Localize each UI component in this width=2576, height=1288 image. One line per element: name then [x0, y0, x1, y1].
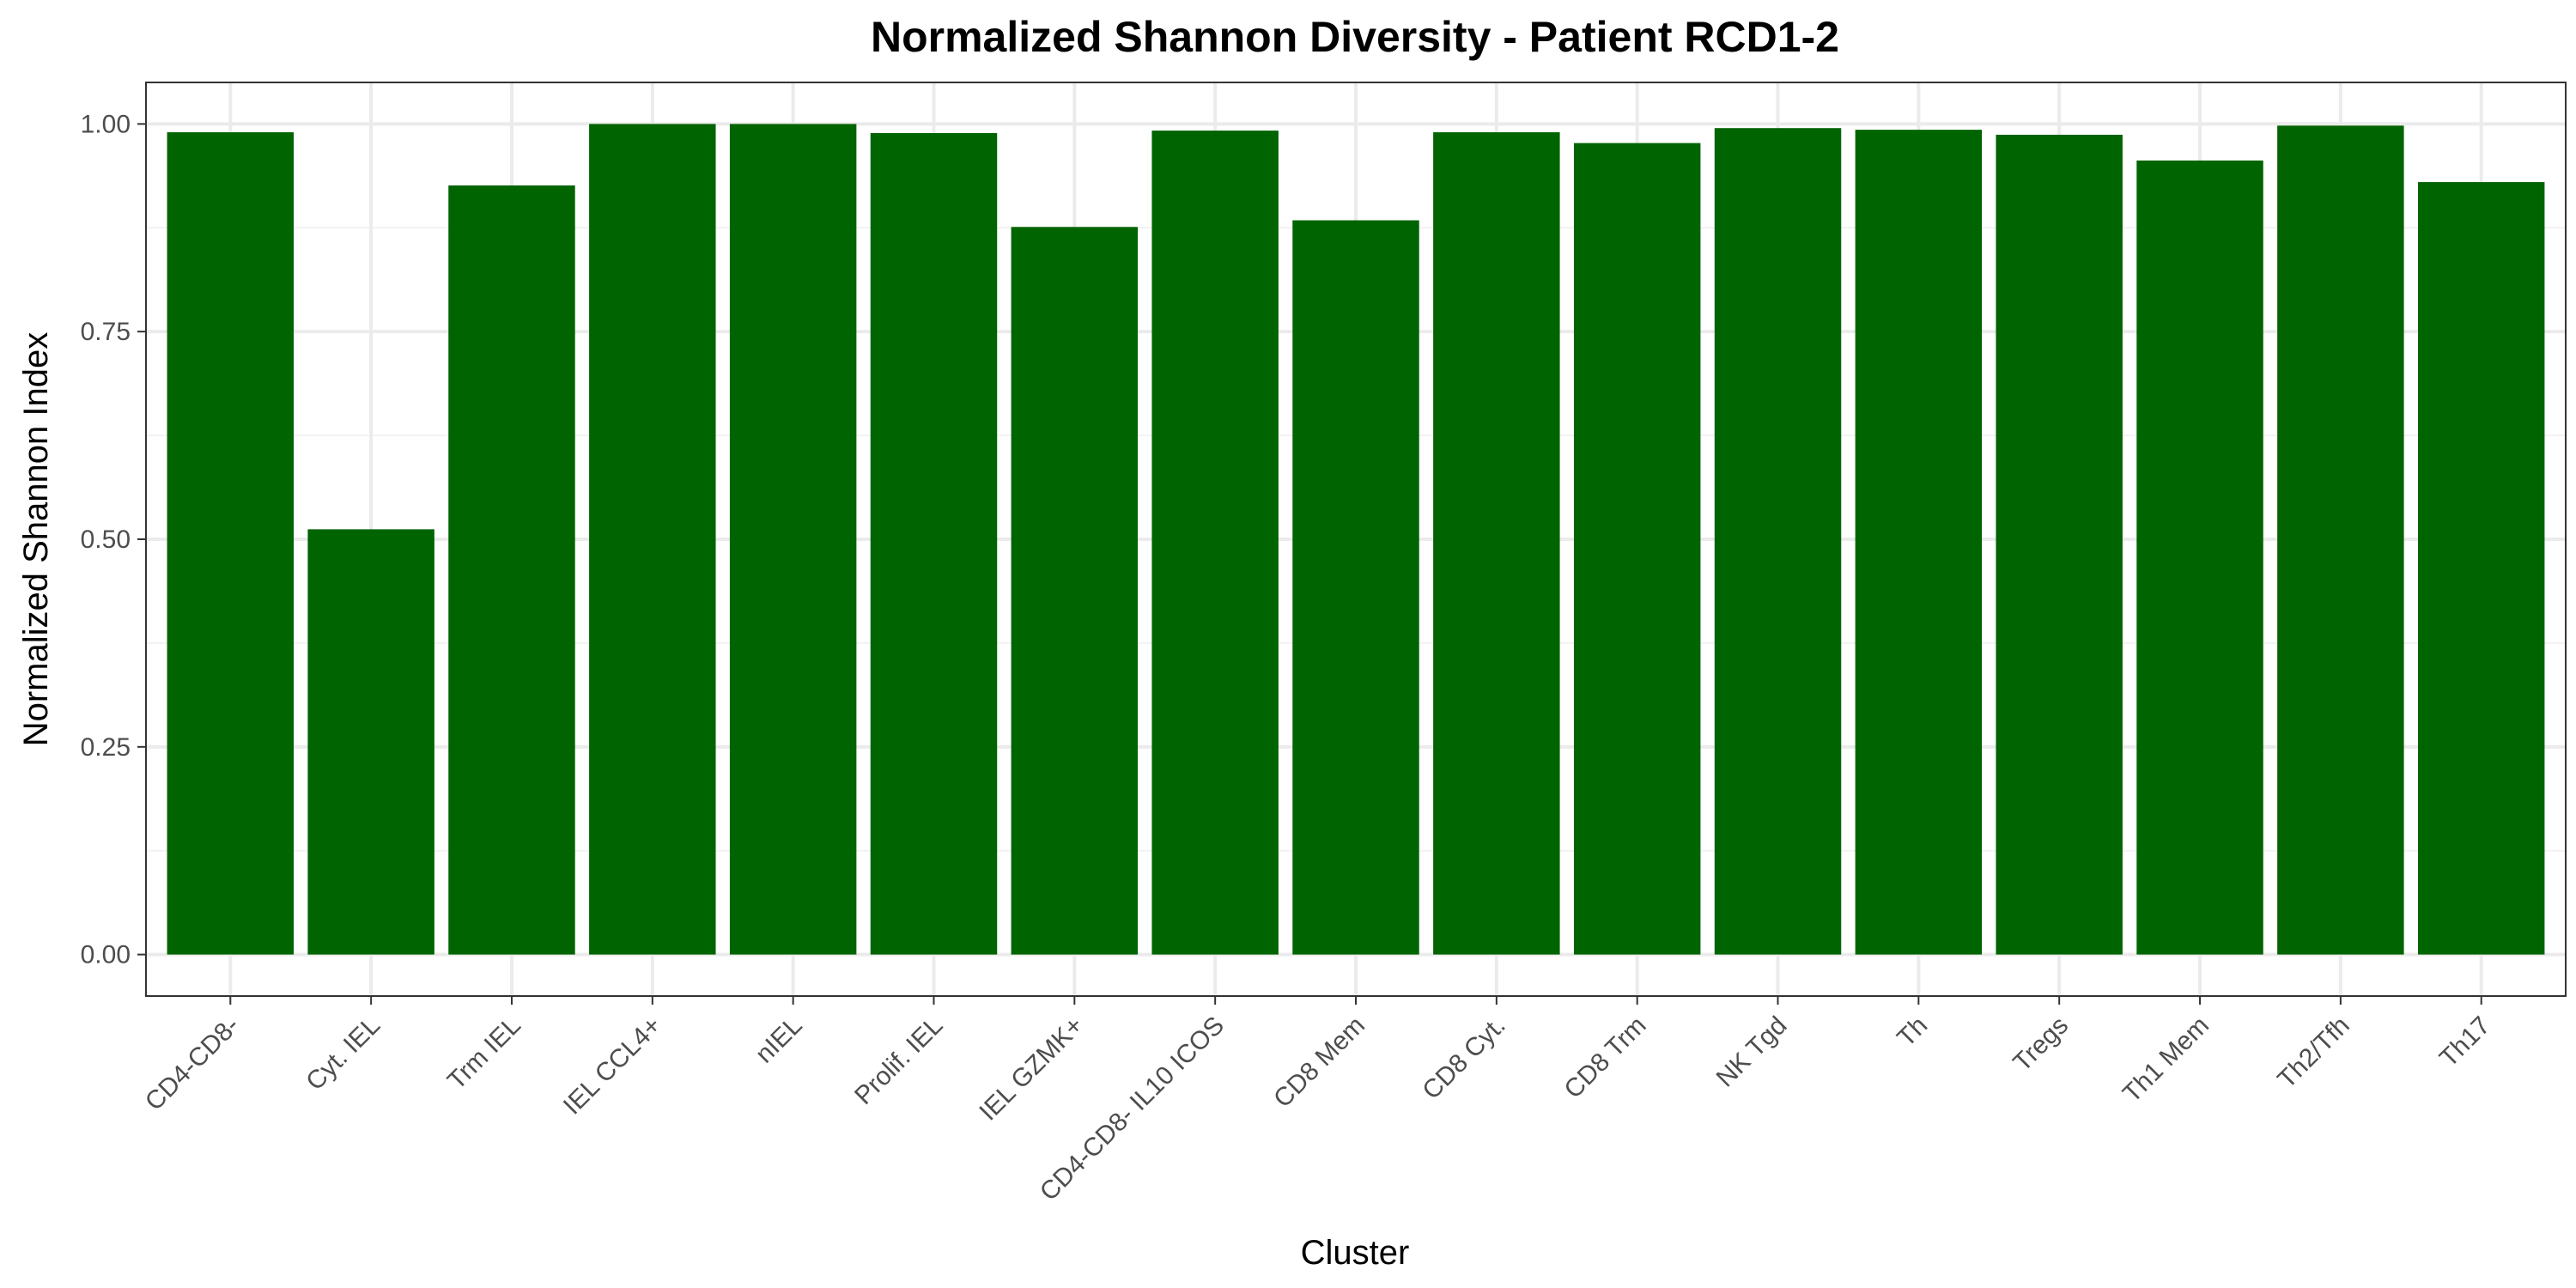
y-tick-label: 0.75: [81, 318, 131, 346]
bar: [1714, 128, 1842, 955]
bar: [307, 529, 434, 955]
y-tick-label: 1.00: [81, 110, 131, 138]
bar: [1433, 132, 1560, 955]
bar: [589, 124, 716, 955]
bar: [1996, 134, 2123, 955]
y-tick-label: 0.00: [81, 941, 131, 969]
bar: [2277, 125, 2404, 955]
bar: [448, 185, 575, 955]
bar: [729, 124, 857, 955]
bars: [167, 124, 2545, 955]
bar: [1292, 220, 1419, 955]
y-axis: 0.00 0.25 0.50 0.75 1.00: [81, 110, 146, 969]
bar: [1855, 130, 1983, 955]
bar: [167, 132, 295, 955]
y-tick-label: 0.25: [81, 733, 131, 762]
bar: [2136, 160, 2263, 955]
bar: [870, 133, 998, 955]
bar: [1011, 227, 1139, 955]
chart-title: Normalized Shannon Diversity - Patient R…: [871, 13, 1839, 61]
y-tick-label: 0.50: [81, 526, 131, 554]
y-axis-title: Normalized Shannon Index: [17, 332, 55, 747]
bar: [1573, 143, 1701, 955]
bar: [1151, 131, 1279, 955]
bar: [2417, 182, 2545, 955]
x-axis-title: Cluster: [1301, 1234, 1410, 1272]
